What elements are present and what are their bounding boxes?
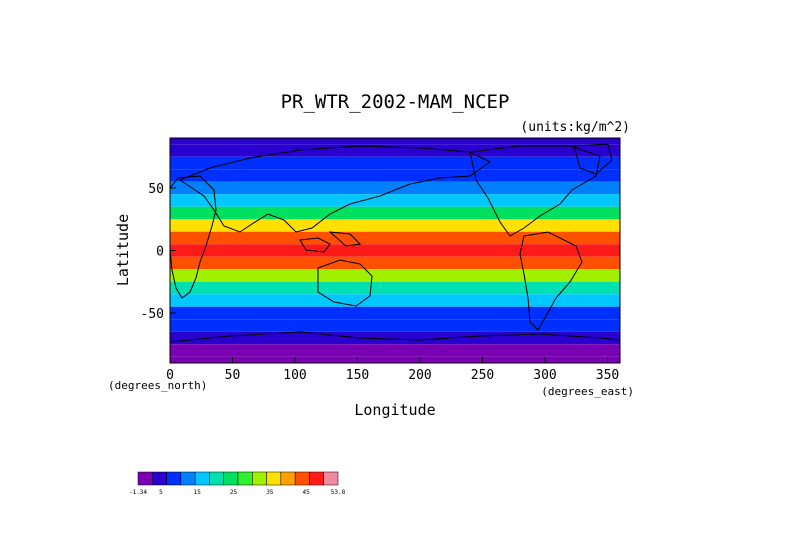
- colorbar-swatch: [323, 471, 339, 486]
- colorbar-tick-label: 25: [230, 489, 238, 496]
- coastline-south-america: [519, 231, 583, 331]
- x-units-label: (degrees_east): [541, 385, 634, 398]
- colorbar-tick-label: 45: [302, 489, 310, 496]
- colorbar-swatch: [166, 471, 182, 486]
- zonal-band: [170, 294, 620, 307]
- coastline-greenland: [573, 143, 613, 175]
- colorbar-swatch: [294, 471, 310, 486]
- zonal-band: [170, 244, 620, 257]
- coastline-australia: [317, 259, 373, 307]
- x-tick-label: 300: [533, 368, 556, 383]
- x-tick-label: 350: [596, 368, 619, 383]
- y-units-label: (degrees_north): [108, 379, 207, 392]
- x-tick-label: 200: [408, 368, 431, 383]
- colorbar-tick-label: 53.8: [331, 489, 346, 496]
- x-axis-label: Longitude: [354, 401, 435, 419]
- colorbar-tick-label: -1.34: [129, 489, 147, 496]
- colorbar-swatch: [252, 471, 267, 486]
- zonal-band: [170, 356, 620, 363]
- colorbar-swatch: [280, 471, 296, 486]
- x-tick-label: 150: [346, 368, 369, 383]
- colorbar-swatch: [152, 471, 167, 486]
- zonal-band: [170, 344, 620, 357]
- x-tick-label: 0: [166, 368, 174, 383]
- colorbar-tick-label: 35: [266, 489, 274, 496]
- coastline-north-america: [469, 145, 601, 237]
- x-axis: 0 50 100 150 200 250 300 350: [166, 357, 619, 383]
- colorbar-swatch: [266, 471, 282, 486]
- coastline-antarctica: [170, 331, 620, 343]
- zonal-band: [170, 281, 620, 295]
- precipitable-water-map: [170, 138, 620, 363]
- zonal-band: [170, 138, 620, 145]
- chart-title: PR_WTR_2002-MAM_NCEP: [281, 91, 510, 113]
- coastline-maritime-continent: [299, 231, 362, 253]
- colorbar-tick-label: 5: [159, 489, 163, 496]
- zonal-band: [170, 156, 620, 170]
- colorbar-swatch: [223, 471, 239, 486]
- y-tick-label: 50: [148, 182, 164, 197]
- y-axis: 50 0 -50: [141, 182, 176, 322]
- y-axis-label: Latitude: [114, 214, 132, 286]
- zonal-band: [170, 256, 620, 270]
- colorbar-swatch: [194, 471, 210, 486]
- colorbar-tick-label: 15: [194, 489, 202, 496]
- zonal-band: [170, 269, 620, 282]
- zonal-band: [170, 169, 620, 182]
- zonal-band: [170, 194, 620, 207]
- colorbar-swatch: [209, 471, 224, 486]
- zonal-band: [170, 306, 620, 320]
- zonal-band: [170, 219, 620, 232]
- colorbar-swatch: [309, 471, 324, 486]
- zonal-band: [170, 331, 620, 345]
- colorbar-swatch: [237, 471, 253, 486]
- colorbar-swatch: [180, 471, 196, 486]
- zonal-band: [170, 181, 620, 195]
- coastline-africa: [170, 175, 217, 299]
- coastline-eurasia: [178, 145, 491, 233]
- y-tick-label: 0: [156, 245, 164, 260]
- zonal-band: [170, 319, 620, 332]
- colorbar-swatch: [137, 471, 153, 486]
- x-tick-label: 250: [471, 368, 494, 383]
- x-tick-label: 50: [225, 368, 241, 383]
- colorbar: -1.34 5 15 25 35 45 53.8: [129, 471, 346, 496]
- x-tick-label: 100: [283, 368, 306, 383]
- y-tick-label: -50: [141, 307, 164, 322]
- units-label: (units:kg/m^2): [520, 120, 630, 135]
- zonal-band: [170, 206, 620, 220]
- zonal-band: [170, 231, 620, 245]
